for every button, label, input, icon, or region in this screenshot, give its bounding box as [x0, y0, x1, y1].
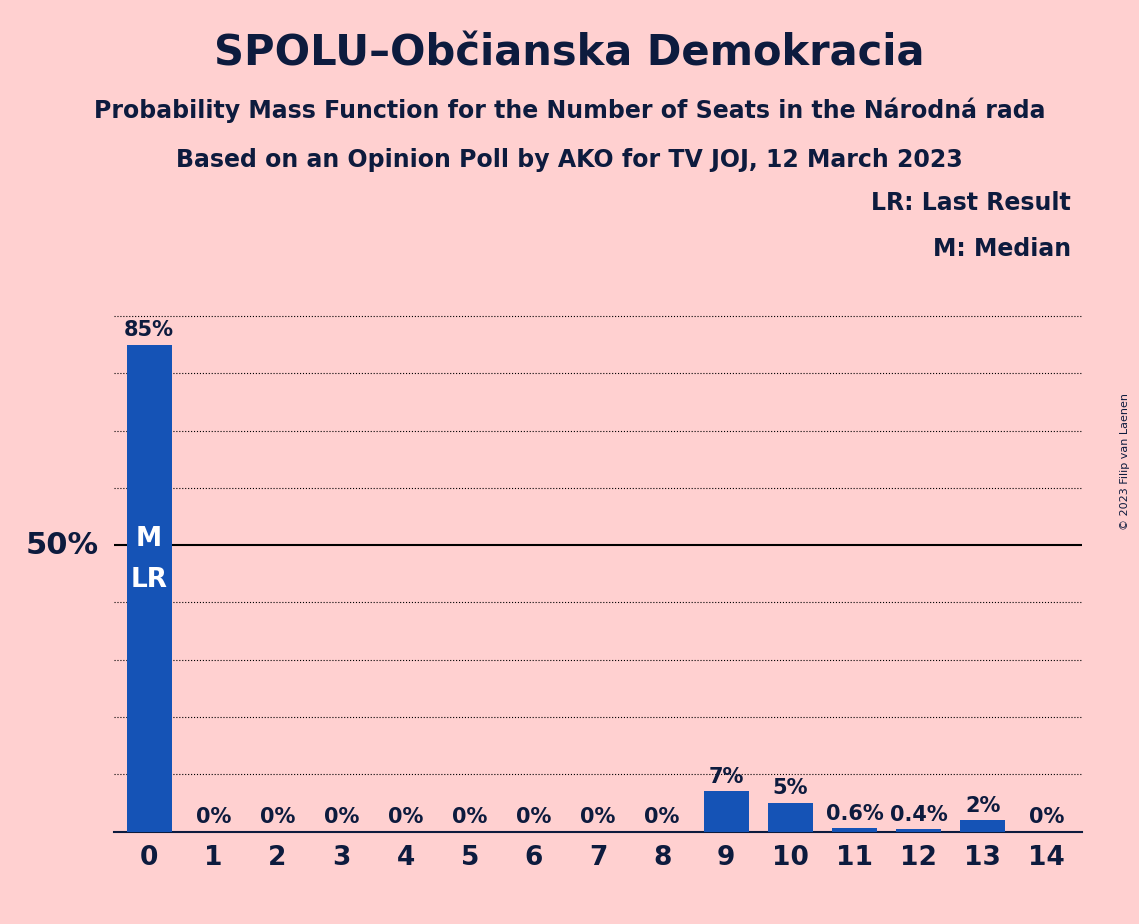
Text: 0%: 0%: [1030, 807, 1065, 827]
Text: Based on an Opinion Poll by AKO for TV JOJ, 12 March 2023: Based on an Opinion Poll by AKO for TV J…: [177, 148, 962, 172]
Bar: [126, 345, 172, 832]
Text: 0%: 0%: [452, 807, 487, 827]
Bar: [960, 821, 1005, 832]
Bar: [831, 828, 877, 832]
Text: 0%: 0%: [516, 807, 551, 827]
Text: M: M: [136, 527, 162, 553]
Text: Probability Mass Function for the Number of Seats in the Národná rada: Probability Mass Function for the Number…: [93, 97, 1046, 123]
Bar: [768, 803, 813, 832]
Bar: [704, 792, 748, 832]
Text: 0%: 0%: [260, 807, 295, 827]
Text: SPOLU–Občianska Demokracia: SPOLU–Občianska Demokracia: [214, 32, 925, 74]
Text: © 2023 Filip van Laenen: © 2023 Filip van Laenen: [1120, 394, 1130, 530]
Text: 0%: 0%: [388, 807, 424, 827]
Text: M: Median: M: Median: [933, 237, 1071, 261]
Text: LR: LR: [131, 566, 167, 592]
Text: 50%: 50%: [26, 530, 99, 560]
Text: 0.4%: 0.4%: [890, 805, 948, 825]
Text: 0.6%: 0.6%: [826, 804, 884, 823]
Text: 0%: 0%: [580, 807, 616, 827]
Text: 5%: 5%: [772, 778, 808, 798]
Text: 85%: 85%: [124, 320, 174, 340]
Text: 7%: 7%: [708, 767, 744, 787]
Text: 0%: 0%: [645, 807, 680, 827]
Bar: [896, 830, 941, 832]
Text: 2%: 2%: [965, 796, 1000, 816]
Text: 0%: 0%: [196, 807, 231, 827]
Text: 0%: 0%: [323, 807, 359, 827]
Text: LR: Last Result: LR: Last Result: [871, 191, 1071, 215]
